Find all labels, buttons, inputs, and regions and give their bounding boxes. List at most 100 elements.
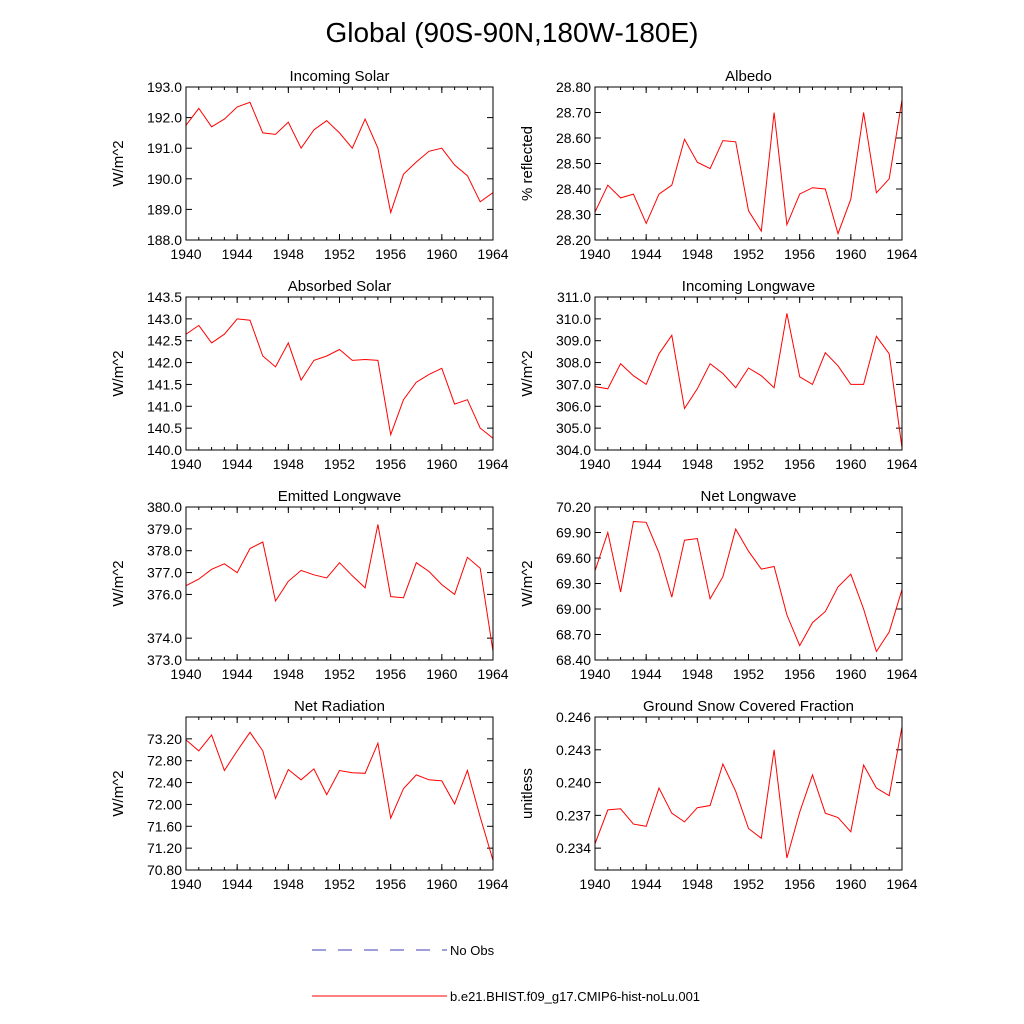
- x-tick-label: 1964: [477, 876, 508, 892]
- y-tick-label: 141.5: [147, 376, 182, 392]
- panel-title: Albedo: [725, 68, 772, 85]
- series-line: [595, 99, 902, 236]
- panel-3: Incoming Longwave W/m^2 1940 1944 1948 1952 19…: [519, 278, 918, 472]
- x-tick-label: 1944: [222, 246, 253, 262]
- y-tick-label: 68.70: [556, 627, 591, 643]
- x-tick-label: 1940: [579, 246, 610, 262]
- y-tick-label: 28.30: [556, 207, 591, 223]
- series-line: [595, 520, 902, 653]
- x-tick-label: 1960: [426, 456, 457, 472]
- x-tick-label: 1944: [631, 666, 662, 682]
- y-tick-label: 0.237: [556, 807, 591, 823]
- y-tick-label: 305.0: [556, 420, 591, 436]
- x-tick-label: 1960: [835, 246, 866, 262]
- x-tick-label: 1940: [579, 456, 610, 472]
- y-axis-label: W/m^2: [110, 770, 127, 816]
- x-tick-label: 1948: [682, 876, 713, 892]
- x-tick-label: 1956: [784, 246, 815, 262]
- panel-4: Emitted Longwave W/m^2 1940 1944 1948 1952 195…: [110, 488, 509, 682]
- x-tick-label: 1960: [426, 246, 457, 262]
- x-tick-label: 1948: [682, 456, 713, 472]
- x-tick-label: 1964: [886, 876, 917, 892]
- x-tick-label: 1964: [886, 246, 917, 262]
- y-tick-label: 28.70: [556, 105, 591, 121]
- x-tick-label: 1940: [170, 456, 201, 472]
- y-tick-label: 72.00: [147, 796, 182, 812]
- x-tick-label: 1940: [579, 666, 610, 682]
- y-tick-label: 71.60: [147, 818, 182, 834]
- y-axis-label: W/m^2: [519, 350, 536, 396]
- series-line: [186, 731, 493, 861]
- y-tick-label: 142.0: [147, 355, 182, 371]
- plot-frame: [185, 716, 494, 871]
- x-tick-label: 1960: [835, 876, 866, 892]
- series-line: [186, 318, 493, 439]
- x-tick-label: 1964: [477, 666, 508, 682]
- y-tick-label: 310.0: [556, 311, 591, 327]
- y-tick-label: 311.0: [557, 289, 591, 305]
- series-line: [595, 726, 902, 859]
- y-tick-label: 190.0: [147, 171, 182, 187]
- x-tick-label: 1964: [886, 666, 917, 682]
- x-tick-label: 1948: [682, 666, 713, 682]
- x-tick-label: 1944: [222, 456, 253, 472]
- x-tick-label: 1956: [784, 666, 815, 682]
- series-line: [595, 313, 902, 448]
- x-tick-label: 1964: [477, 456, 508, 472]
- panel-1: Albedo % reflected 1940 1944 1948 1952 1956 196…: [519, 68, 918, 262]
- x-tick-label: 1948: [273, 456, 304, 472]
- plot-frame: [594, 296, 903, 451]
- y-tick-label: 143.0: [147, 311, 182, 327]
- plot-frame: [594, 86, 903, 241]
- panel-7: Ground Snow Covered Fraction unitless 1940…: [519, 698, 918, 892]
- series-line: [186, 524, 493, 652]
- y-tick-label: 28.50: [556, 156, 591, 172]
- x-tick-label: 1952: [733, 876, 764, 892]
- x-tick-label: 1948: [273, 666, 304, 682]
- x-tick-label: 1952: [324, 666, 355, 682]
- y-tick-label: 72.80: [147, 753, 182, 769]
- y-tick-label: 188.0: [147, 232, 182, 248]
- y-tick-label: 142.5: [147, 333, 182, 349]
- panel-2: Absorbed Solar W/m^2 1940 1944 1948 1952 1956 1…: [110, 278, 509, 472]
- y-axis-label: W/m^2: [110, 350, 127, 396]
- y-tick-label: 0.234: [556, 840, 591, 856]
- y-tick-label: 68.40: [556, 652, 591, 668]
- x-tick-label: 1960: [426, 876, 457, 892]
- y-tick-label: 309.0: [556, 333, 591, 349]
- x-tick-label: 1956: [375, 666, 406, 682]
- x-tick-label: 1948: [682, 246, 713, 262]
- x-tick-label: 1956: [375, 876, 406, 892]
- x-tick-label: 1944: [631, 876, 662, 892]
- y-tick-label: 69.00: [556, 601, 591, 617]
- y-axis-label: W/m^2: [110, 140, 127, 186]
- legend-model-label: b.e21.BHIST.f09_g17.CMIP6-hist-noLu.001: [450, 989, 700, 1004]
- y-tick-label: 69.30: [556, 576, 591, 592]
- panel-6: Net Radiation W/m^2 1940 1944 1948 1952 1956 19…: [110, 698, 509, 892]
- x-tick-label: 1952: [733, 456, 764, 472]
- x-tick-label: 1956: [784, 456, 815, 472]
- x-tick-label: 1940: [170, 876, 201, 892]
- y-tick-label: 28.40: [556, 181, 591, 197]
- x-tick-label: 1940: [170, 666, 201, 682]
- y-tick-label: 73.20: [147, 731, 182, 747]
- x-tick-label: 1960: [426, 666, 457, 682]
- x-tick-label: 1952: [324, 456, 355, 472]
- x-tick-label: 1952: [733, 246, 764, 262]
- plot-frame: [185, 296, 494, 451]
- panel-title: Incoming Solar: [289, 68, 389, 85]
- y-tick-label: 306.0: [556, 398, 591, 414]
- plot-frame: [594, 716, 903, 871]
- y-tick-label: 308.0: [556, 355, 591, 371]
- y-tick-label: 380.0: [147, 499, 182, 515]
- y-tick-label: 191.0: [147, 140, 182, 156]
- y-tick-label: 141.0: [147, 398, 182, 414]
- y-tick-label: 140.0: [147, 442, 182, 458]
- y-tick-label: 379.0: [147, 521, 182, 537]
- x-tick-label: 1944: [222, 876, 253, 892]
- x-tick-label: 1952: [324, 876, 355, 892]
- y-tick-label: 143.5: [147, 289, 182, 305]
- x-tick-label: 1964: [886, 456, 917, 472]
- panel-title: Incoming Longwave: [682, 278, 815, 295]
